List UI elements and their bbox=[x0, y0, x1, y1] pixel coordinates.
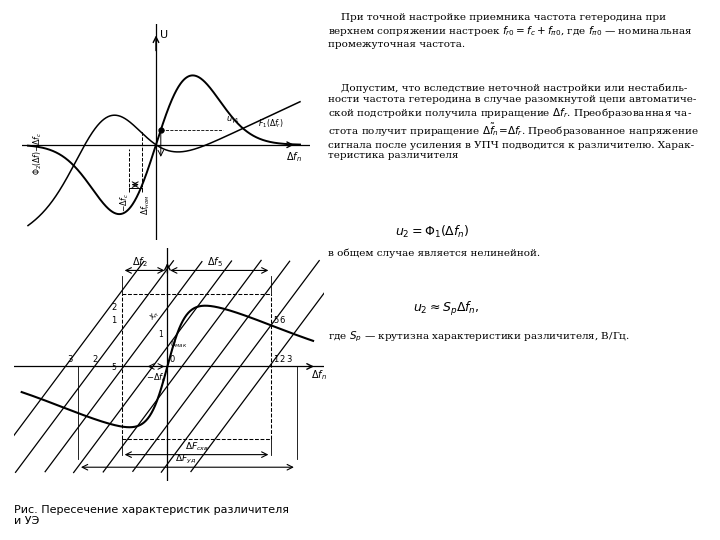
Text: $\Delta f_n$: $\Delta f_n$ bbox=[286, 150, 302, 164]
Text: 2: 2 bbox=[93, 355, 98, 364]
Text: 6: 6 bbox=[279, 316, 284, 325]
Text: 1: 1 bbox=[273, 355, 278, 364]
Text: При точной настройке приемника частота гетеродина при
верхнем сопряжении настрое: При точной настройке приемника частота г… bbox=[328, 14, 692, 49]
Text: в общем случае является нелинейной.: в общем случае является нелинейной. bbox=[328, 248, 540, 258]
Text: Допустим, что вследствие неточной настройки или нестабиль-
ности частота гетерод: Допустим, что вследствие неточной настро… bbox=[328, 84, 698, 160]
Text: $u_2 = \Phi_1(\Delta f_n)$: $u_2 = \Phi_1(\Delta f_n)$ bbox=[395, 224, 469, 240]
Text: $\Delta f_{ном}$: $\Delta f_{ном}$ bbox=[139, 194, 152, 215]
Text: 1: 1 bbox=[158, 330, 163, 339]
Text: $\Delta F_{уд}$: $\Delta F_{уд}$ bbox=[175, 453, 196, 466]
Text: U: U bbox=[160, 30, 168, 40]
Text: $-\Delta f_c$: $-\Delta f_c$ bbox=[119, 193, 131, 212]
Text: 0: 0 bbox=[170, 355, 175, 364]
Text: где $S_p$ — крутизна характеристики различителя, В/Гц.: где $S_p$ — крутизна характеристики разл… bbox=[328, 329, 629, 344]
Text: 5: 5 bbox=[273, 316, 278, 325]
Text: $x_п$: $x_п$ bbox=[148, 308, 162, 323]
Text: $u_2 \approx S_p \Delta f_n,$: $u_2 \approx S_p \Delta f_n,$ bbox=[413, 300, 480, 318]
Text: 3: 3 bbox=[67, 355, 73, 364]
Text: $\Delta F_{схв}$: $\Delta F_{схв}$ bbox=[184, 440, 209, 453]
Text: $\Phi_2(\Delta f)\!-\!\Delta f_c$: $\Phi_2(\Delta f)\!-\!\Delta f_c$ bbox=[32, 131, 44, 175]
Text: $\Delta f_n$: $\Delta f_n$ bbox=[311, 368, 327, 382]
Text: 2: 2 bbox=[279, 355, 284, 364]
Text: $F_1(\Delta f_r)$: $F_1(\Delta f_r)$ bbox=[258, 118, 284, 130]
Text: 5: 5 bbox=[112, 363, 117, 373]
Text: $u_{\gamma 1}$: $u_{\gamma 1}$ bbox=[226, 115, 240, 126]
Text: $\Delta f_2$: $\Delta f_2$ bbox=[132, 255, 148, 269]
Text: $\Delta f_5$: $\Delta f_5$ bbox=[207, 255, 222, 269]
Text: 2: 2 bbox=[111, 303, 117, 312]
Text: 3: 3 bbox=[287, 355, 292, 364]
Text: 1: 1 bbox=[111, 316, 117, 325]
Text: Рис. Пересечение характеристик различителя
и УЭ: Рис. Пересечение характеристик различите… bbox=[14, 505, 289, 526]
Text: $-\Delta f_c$: $-\Delta f_c$ bbox=[145, 372, 166, 384]
Text: $u_{мак}$: $u_{мак}$ bbox=[170, 340, 187, 350]
